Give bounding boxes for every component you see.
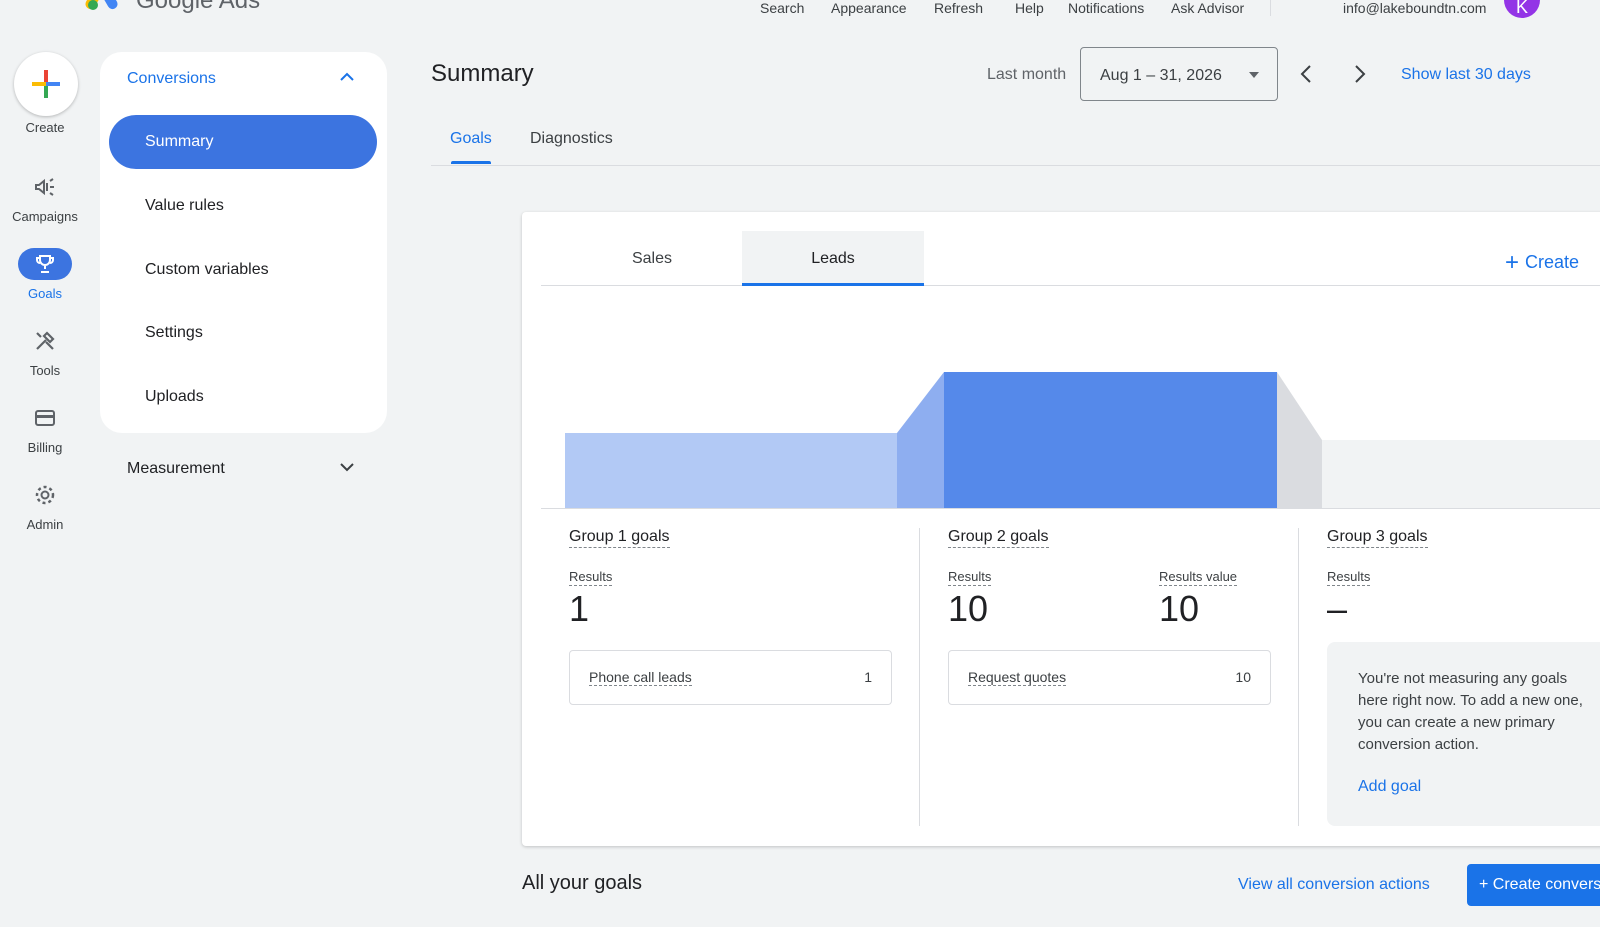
rail-label-billing: Billing	[27, 440, 63, 455]
subnav-item-settings[interactable]: Settings	[145, 324, 203, 341]
rail-label-campaigns: Campaigns	[12, 209, 78, 224]
measurement-header[interactable]: Measurement	[127, 460, 225, 477]
caret-down-icon	[1249, 72, 1259, 78]
rail-item-tools[interactable]: Tools	[0, 325, 90, 378]
rail-item-admin[interactable]: Admin	[0, 479, 90, 532]
tab-leads[interactable]: Leads	[742, 231, 924, 286]
funnel-transition-1-2	[897, 372, 944, 508]
empty-group-note: You're not measuring any goals here righ…	[1327, 642, 1600, 826]
date-range-label: Last month	[987, 66, 1067, 83]
conversion-row-value: 1	[864, 669, 872, 685]
conversion-row-value: 10	[1235, 669, 1251, 685]
group-2-results-value-label[interactable]: Results value	[1159, 569, 1238, 586]
group-1: Group 1 goals	[569, 528, 670, 548]
rail-label-tools: Tools	[29, 363, 61, 378]
gear-icon	[18, 479, 72, 511]
rail-item-goals[interactable]: Goals	[0, 248, 90, 301]
plus-icon: +	[1505, 249, 1520, 276]
group-2: Group 2 goals	[948, 528, 1049, 548]
plus-icon	[32, 70, 60, 98]
rail-label-goals: Goals	[28, 286, 62, 301]
conversion-row-label[interactable]: Phone call leads	[589, 669, 692, 686]
conversions-nav: Conversions Summary Value rules Custom v…	[100, 52, 387, 433]
group-1-title[interactable]: Group 1 goals	[569, 528, 670, 548]
group-2-results-value: 10	[948, 588, 989, 629]
trophy-icon	[18, 248, 72, 280]
create-button[interactable]	[14, 52, 78, 116]
subnav-item-value-rules[interactable]: Value rules	[145, 197, 224, 214]
funnel-transition-2-3	[1277, 372, 1322, 508]
avatar[interactable]: K	[1504, 0, 1540, 18]
rail-label-admin: Admin	[26, 517, 64, 532]
group-divider	[1298, 528, 1299, 826]
group-1-results-value: 1	[569, 588, 590, 629]
group-3-results-label[interactable]: Results	[1327, 569, 1371, 586]
goal-funnel-chart	[565, 372, 1600, 508]
top-bar: Google Ads Search Appearance Refresh Hel…	[0, 0, 1600, 22]
funnel-step-1	[565, 433, 897, 508]
group-divider	[919, 528, 920, 826]
tab-indicator	[451, 161, 491, 164]
group-2-conversion-row[interactable]: Request quotes 10	[948, 650, 1271, 705]
funnel-step-3	[1322, 440, 1600, 508]
summary-tabs: Goals Diagnostics	[431, 128, 1600, 166]
subnav-item-summary[interactable]: Summary	[109, 115, 377, 169]
funnel-baseline	[541, 508, 1600, 509]
megaphone-icon	[18, 171, 72, 203]
app-name: Google Ads	[136, 0, 261, 14]
group-3: Group 3 goals	[1327, 528, 1428, 548]
group-1-conversion-row[interactable]: Phone call leads 1	[569, 650, 892, 705]
appearance-link[interactable]: Appearance	[831, 0, 907, 16]
help-link[interactable]: Help	[1015, 0, 1044, 16]
group-1-results-label[interactable]: Results	[569, 569, 613, 586]
refresh-link[interactable]: Refresh	[934, 0, 984, 16]
ask-advisor-link[interactable]: Ask Advisor	[1171, 0, 1245, 16]
group-2-title[interactable]: Group 2 goals	[948, 528, 1049, 548]
search-link[interactable]: Search	[760, 0, 805, 16]
credit-card-icon	[18, 402, 72, 434]
chevron-up-icon[interactable]	[340, 72, 354, 82]
view-all-conversion-actions-link[interactable]: View all conversion actions	[1238, 876, 1430, 893]
tab-sales[interactable]: Sales	[631, 250, 673, 267]
create-goal-label: Create	[1525, 252, 1580, 272]
google-ads-logo[interactable]: Google Ads	[83, 0, 261, 14]
menu-icon[interactable]	[34, 0, 56, 6]
tab-goals[interactable]: Goals	[450, 130, 492, 147]
all-goals-heading: All your goals	[522, 872, 643, 894]
goals-summary-card: Sales Leads + Create Group 1 goals Result…	[522, 212, 1600, 846]
rail-item-billing[interactable]: Billing	[0, 402, 90, 455]
create-label: Create	[25, 120, 65, 135]
date-range-select[interactable]: Aug 1 – 31, 2026	[1080, 47, 1278, 101]
create-conversion-action-button[interactable]: + Create conversion action	[1467, 864, 1600, 906]
conversion-row-label[interactable]: Request quotes	[968, 669, 1067, 686]
tools-icon	[18, 325, 72, 357]
goal-category-tabs: Sales Leads	[541, 231, 1600, 286]
page-title: Summary	[431, 60, 534, 87]
funnel-step-2	[944, 372, 1277, 508]
create-goal-link[interactable]: + Create	[1505, 247, 1580, 276]
add-goal-link[interactable]: Add goal	[1358, 778, 1422, 795]
chevron-right-icon[interactable]	[1350, 63, 1370, 85]
group-3-results-value: –	[1327, 588, 1348, 629]
empty-group-message: You're not measuring any goals here righ…	[1358, 670, 1583, 753]
subnav-item-custom-variables[interactable]: Custom variables	[145, 261, 269, 278]
top-divider	[1270, 0, 1271, 16]
date-range-value: Aug 1 – 31, 2026	[1100, 67, 1222, 84]
google-ads-logo-icon	[83, 0, 124, 12]
group-2-results-label[interactable]: Results	[948, 569, 992, 586]
conversions-header[interactable]: Conversions	[127, 70, 216, 87]
tab-diagnostics[interactable]: Diagnostics	[530, 130, 613, 147]
chevron-left-icon[interactable]	[1296, 63, 1316, 85]
show-last-30-days-link[interactable]: Show last 30 days	[1401, 66, 1531, 83]
group-3-title[interactable]: Group 3 goals	[1327, 528, 1428, 548]
account-email[interactable]: info@lakeboundtn.com	[1343, 0, 1487, 16]
group-2-results-value-amount: 10	[1159, 588, 1200, 629]
subnav-item-uploads[interactable]: Uploads	[145, 388, 204, 405]
subnav-item-summary-label: Summary	[145, 133, 214, 150]
chevron-down-icon[interactable]	[340, 462, 354, 472]
rail-item-campaigns[interactable]: Campaigns	[0, 171, 90, 224]
notifications-link[interactable]: Notifications	[1068, 0, 1145, 16]
